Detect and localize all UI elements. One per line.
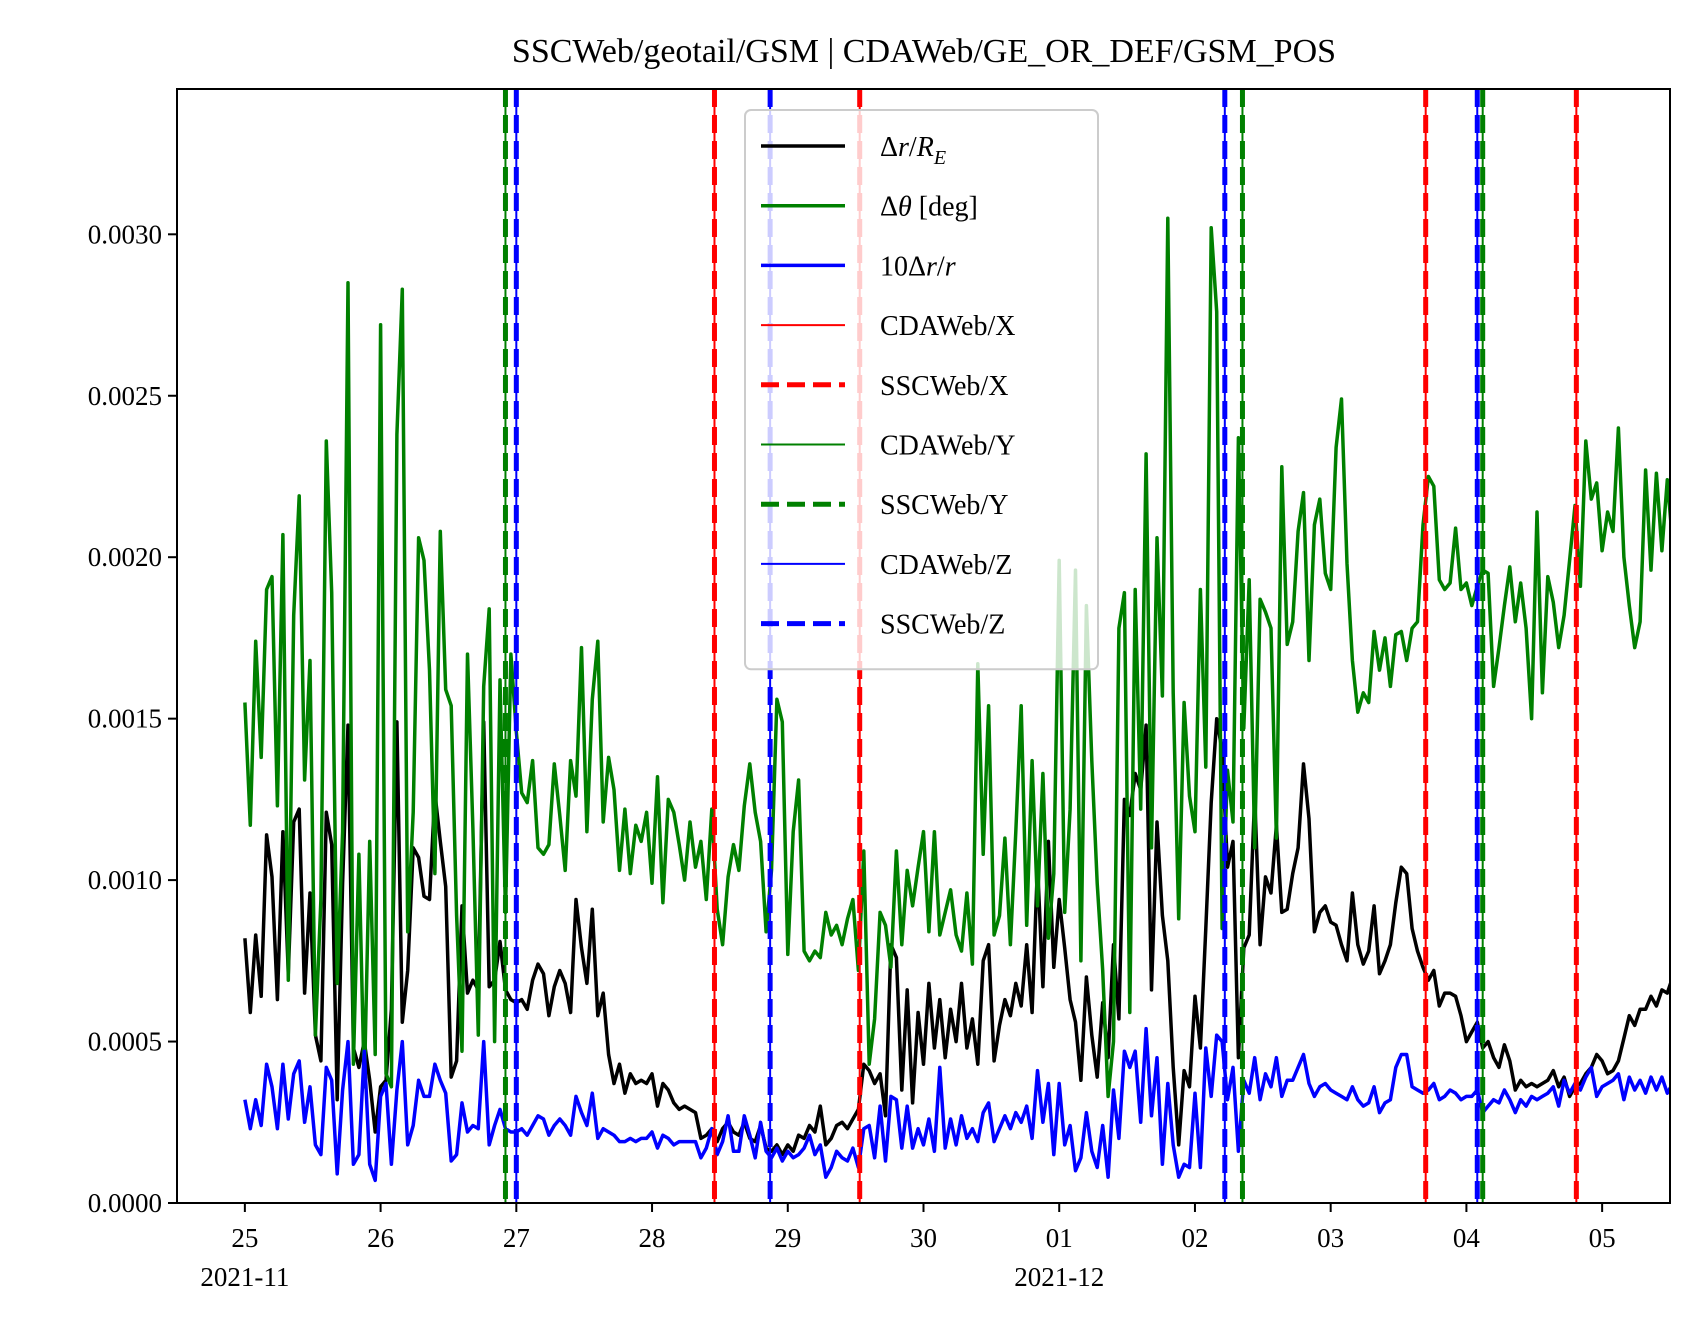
legend-label: Δθ [deg]: [880, 192, 978, 223]
legend-box: [744, 109, 1099, 671]
legend-label: SSCWeb/X: [880, 371, 1008, 402]
series-line-2: [243, 1026, 1670, 1183]
x-tick-label: 29: [774, 1223, 801, 1253]
x-tick-sublabel: 2021-11: [200, 1262, 289, 1292]
y-tick-label: 0.0005: [88, 1027, 162, 1057]
y-tick-label: 0.0010: [88, 865, 162, 895]
y-tick-label: 0.0015: [88, 704, 162, 734]
x-tick-label: 26: [367, 1223, 394, 1253]
y-tick-label: 0.0020: [88, 542, 162, 572]
legend-label: SSCWeb/Y: [880, 490, 1008, 521]
legend-label: SSCWeb/Z: [880, 610, 1005, 641]
legend-label: Δr/RE: [880, 132, 946, 169]
plot-frame: [176, 88, 1671, 1204]
legend: Δr/RE Δθ [deg] 10Δr/r CDAWeb/X SSCWeb/X CDAWe…: [744, 109, 1099, 671]
x-tick-sublabel: 2021-12: [1014, 1262, 1104, 1292]
x-axis: 25 2021-11 26 27 28 29 30 01 2021-12 02 03 04 05: [200, 1203, 1616, 1292]
x-tick-label: 30: [910, 1223, 937, 1253]
y-tick-label: 0.0025: [88, 381, 162, 411]
series-line-0: [243, 716, 1670, 1157]
legend-label: CDAWeb/Y: [880, 431, 1016, 462]
legend-label: 10Δr/r: [880, 251, 956, 282]
y-tick-label: 0.0000: [88, 1188, 162, 1218]
legend-label: CDAWeb/Z: [880, 550, 1012, 581]
series-line-1: [243, 216, 1670, 1099]
x-tick-label: 28: [639, 1223, 666, 1253]
x-tick-label: 05: [1589, 1223, 1616, 1253]
y-axis: 0.0000 0.0005 0.0010 0.0015 0.0020 0.0025 0.00…: [88, 219, 177, 1218]
chart-title: SSCWeb/geotail/GSM | CDAWeb/GE_OR_DEF/GS…: [512, 33, 1336, 70]
x-tick-label: 03: [1317, 1223, 1344, 1253]
x-tick-label: 01: [1046, 1223, 1073, 1253]
x-tick-label: 25: [231, 1223, 258, 1253]
x-tick-label: 04: [1453, 1223, 1481, 1253]
y-tick-label: 0.0030: [88, 219, 162, 249]
x-tick-label: 02: [1181, 1223, 1208, 1253]
legend-label: CDAWeb/X: [880, 311, 1016, 342]
x-tick-label: 27: [503, 1223, 530, 1253]
